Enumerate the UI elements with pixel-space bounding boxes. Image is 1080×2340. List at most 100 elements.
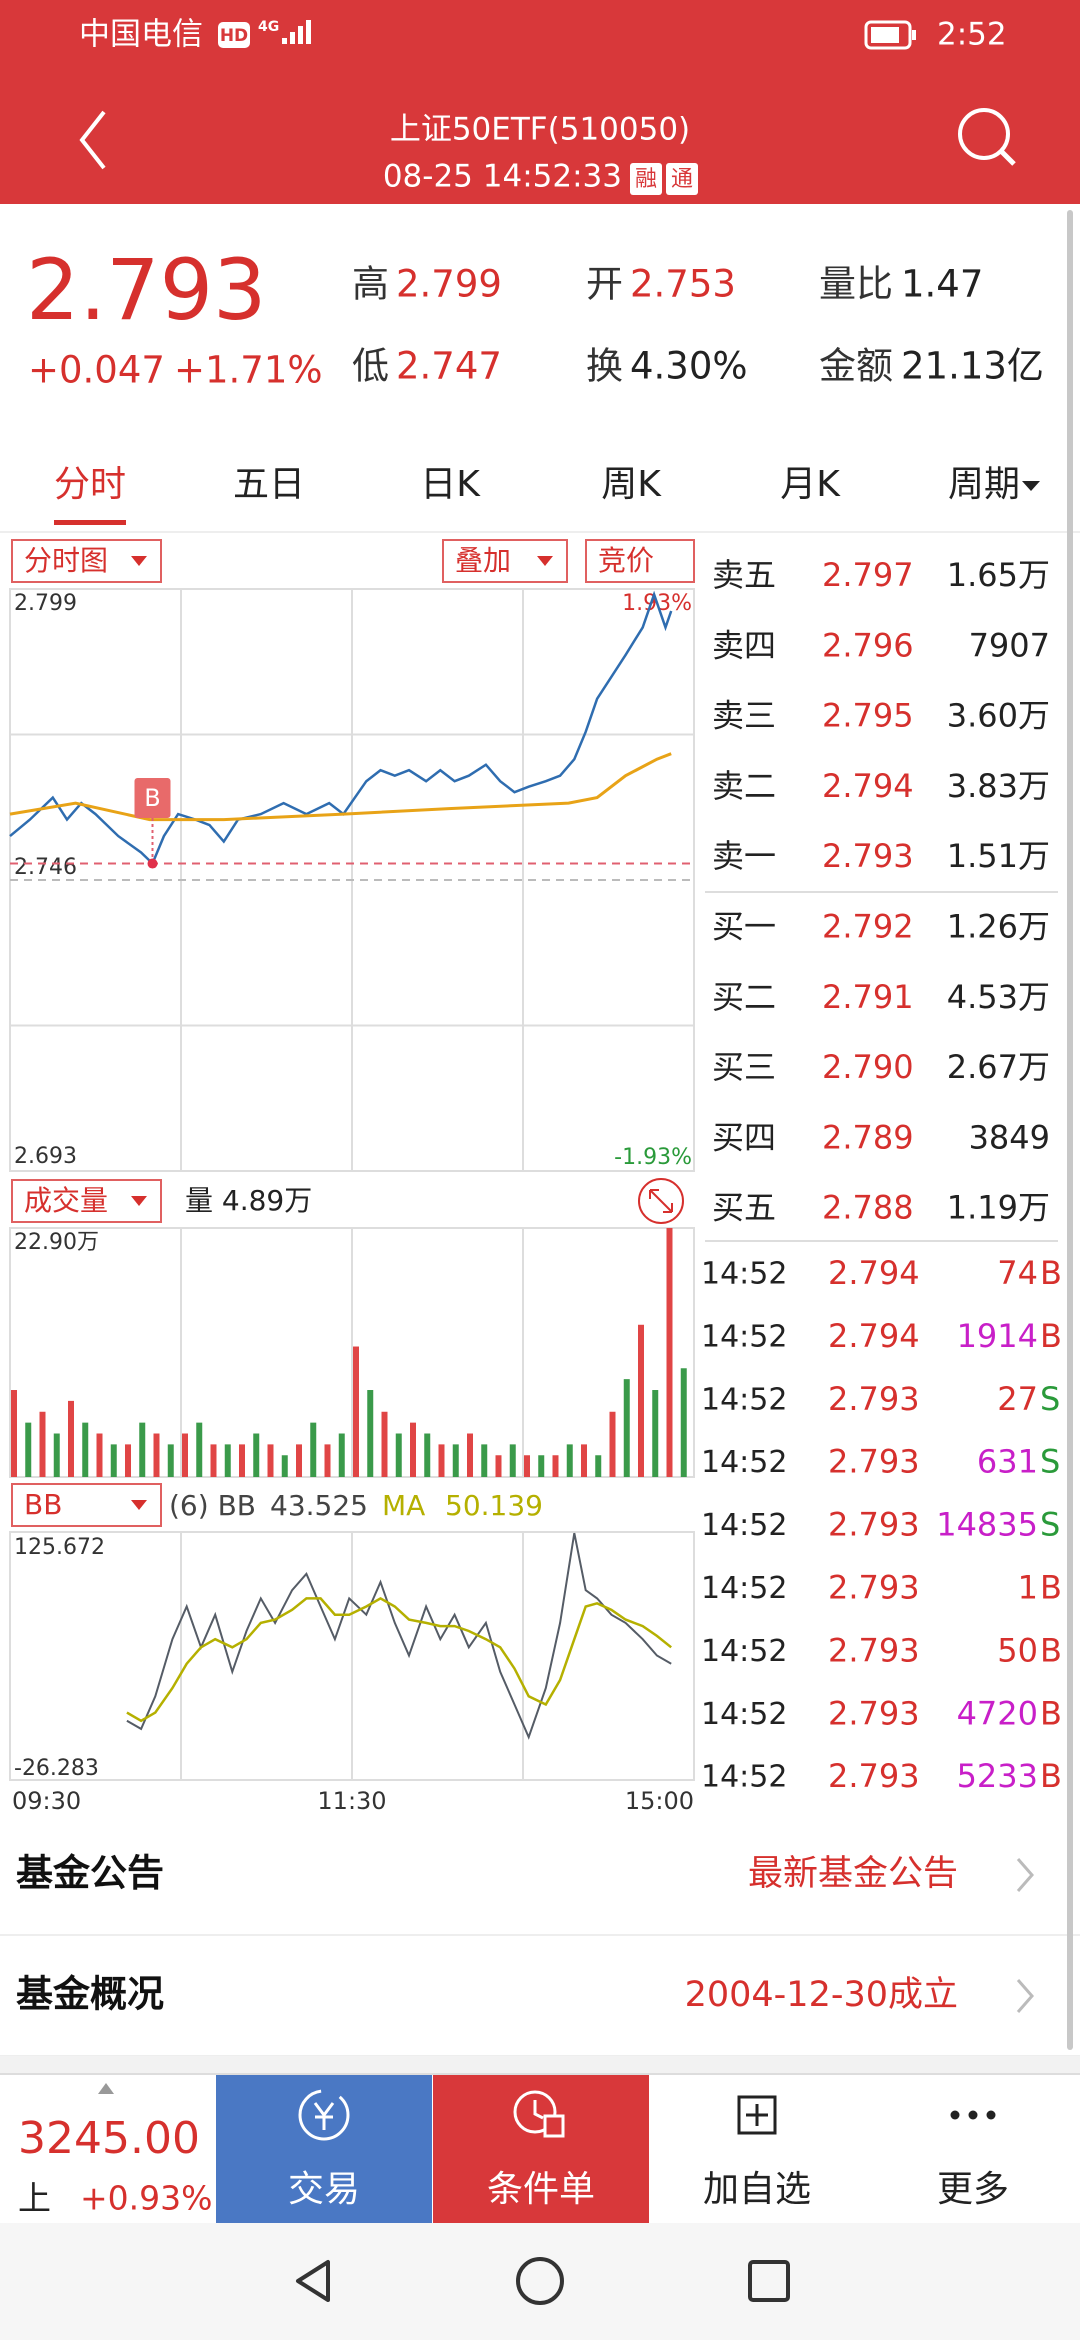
order-level: 买一 — [712, 908, 776, 946]
volume-bar — [139, 1422, 146, 1477]
top-bar — [0, 0, 1080, 204]
stat-value: 4.30% — [630, 345, 748, 388]
action-button[interactable] — [865, 2075, 1080, 2223]
y-tick-label: -26.283 — [14, 1756, 99, 1781]
indicator-ma-value: 50.139 — [445, 1489, 543, 1522]
action-button[interactable] — [649, 2075, 865, 2223]
stat-label: 量比 — [819, 263, 893, 306]
x-tick-label: 11:30 — [317, 1787, 386, 1815]
tab-dropdown-arrow — [1022, 481, 1040, 491]
badge: 通 — [671, 167, 693, 192]
expand-button[interactable] — [638, 1178, 684, 1224]
trade-icon-yen — [313, 2102, 335, 2130]
y-tick-label: 2.746 — [14, 855, 77, 880]
volume-bar — [125, 1444, 131, 1477]
auction-button-label: 竞价 — [598, 544, 654, 577]
nav-home[interactable] — [516, 2257, 564, 2305]
stat-label: 开 — [586, 263, 623, 306]
tab[interactable]: 月K — [780, 464, 841, 505]
order-volume: 2.67万 — [947, 1048, 1050, 1086]
trade-price: 2.793 — [828, 1506, 920, 1544]
signal-bar — [290, 32, 295, 44]
order-price: 2.791 — [822, 978, 914, 1016]
signal-bar — [298, 26, 303, 44]
order-price: 2.794 — [822, 767, 914, 805]
chevron — [1016, 1858, 1034, 1892]
fund-row-title: 基金公告 — [16, 1852, 164, 1895]
signal-bar — [306, 20, 311, 44]
action-button[interactable] — [216, 2075, 432, 2223]
action-button[interactable] — [433, 2075, 649, 2223]
auction-button[interactable] — [585, 539, 695, 583]
trade-marker — [134, 778, 171, 818]
volume-bar — [196, 1422, 203, 1477]
order-level: 买四 — [712, 1118, 776, 1156]
volume-bar — [395, 1433, 402, 1477]
trade-side: S — [1040, 1443, 1060, 1481]
condition-icon — [513, 2090, 557, 2134]
volume-bar — [410, 1422, 416, 1477]
trade-marker-label: B — [144, 784, 160, 812]
tab[interactable]: 日K — [420, 464, 481, 505]
order-volume: 3849 — [969, 1118, 1050, 1156]
search-button[interactable] — [958, 108, 1010, 160]
volume-bar — [224, 1444, 231, 1477]
trade-price: 2.793 — [828, 1694, 920, 1732]
tab[interactable]: 周K — [601, 464, 662, 505]
x-tick-label: 15:00 — [625, 1787, 694, 1815]
bb-line — [126, 1596, 672, 1723]
battery-tip — [912, 30, 916, 40]
order-level: 买五 — [712, 1189, 776, 1227]
tab[interactable]: 五日 — [233, 464, 305, 505]
fund-row-value: 2004-12-30成立 — [685, 1975, 958, 2015]
volume-bar — [452, 1444, 459, 1477]
battery-level — [871, 27, 899, 43]
order-price: 2.795 — [822, 697, 914, 735]
volume-bar — [338, 1433, 345, 1477]
volume-bar — [324, 1444, 331, 1477]
volume-bar — [509, 1444, 516, 1477]
trade-side: B — [1040, 1254, 1062, 1292]
trade-price: 2.794 — [828, 1317, 920, 1355]
volume-bar — [495, 1455, 502, 1477]
stat-value: 1.47 — [901, 263, 983, 306]
trade-side: S — [1040, 1506, 1060, 1544]
stat-label: 换 — [586, 345, 623, 388]
trade-volume: 4720 — [957, 1694, 1038, 1732]
price-change-pct: +1.71% — [174, 349, 323, 392]
hd-label: HD — [220, 26, 248, 46]
add-icon — [737, 2095, 777, 2135]
order-price: 2.793 — [822, 837, 914, 875]
trade-time: 14:52 — [701, 1760, 787, 1795]
stat-value: 2.747 — [396, 345, 502, 388]
volume-bar — [310, 1422, 317, 1477]
volume-bar — [566, 1444, 573, 1477]
trade-time: 14:52 — [701, 1445, 787, 1480]
nav-back[interactable] — [296, 2260, 330, 2302]
network: 4G — [258, 19, 279, 35]
volume-bar — [110, 1444, 117, 1477]
volume-bar — [296, 1444, 302, 1477]
trade-volume: 1914 — [957, 1317, 1038, 1355]
stat-label: 金额 — [819, 345, 893, 388]
order-level: 卖一 — [712, 837, 776, 875]
header-datetime: 08-25 14:52:33 — [383, 159, 622, 195]
expand-icon — [649, 1189, 673, 1213]
nav-recents[interactable] — [748, 2260, 790, 2302]
volume-bar — [353, 1346, 359, 1477]
x-tick-label: 09:30 — [12, 1787, 81, 1815]
overlay-dropdown-label: 叠加 — [455, 544, 511, 577]
index-change: +0.93% — [80, 2179, 212, 2218]
tab-active[interactable]: 分时 — [54, 464, 126, 505]
volume-bar — [25, 1422, 32, 1477]
fund-row-title: 基金概况 — [16, 1973, 164, 2016]
volume-bar — [666, 1228, 673, 1477]
tab[interactable]: 周期 — [948, 464, 1020, 505]
y-tick-label: 125.672 — [14, 1535, 105, 1560]
volume-bar — [96, 1433, 103, 1477]
trade-volume: 631 — [977, 1443, 1038, 1481]
action-label: 条件单 — [487, 2169, 595, 2210]
index-value: 3245.00 — [18, 2113, 200, 2164]
back-button[interactable] — [79, 110, 106, 170]
